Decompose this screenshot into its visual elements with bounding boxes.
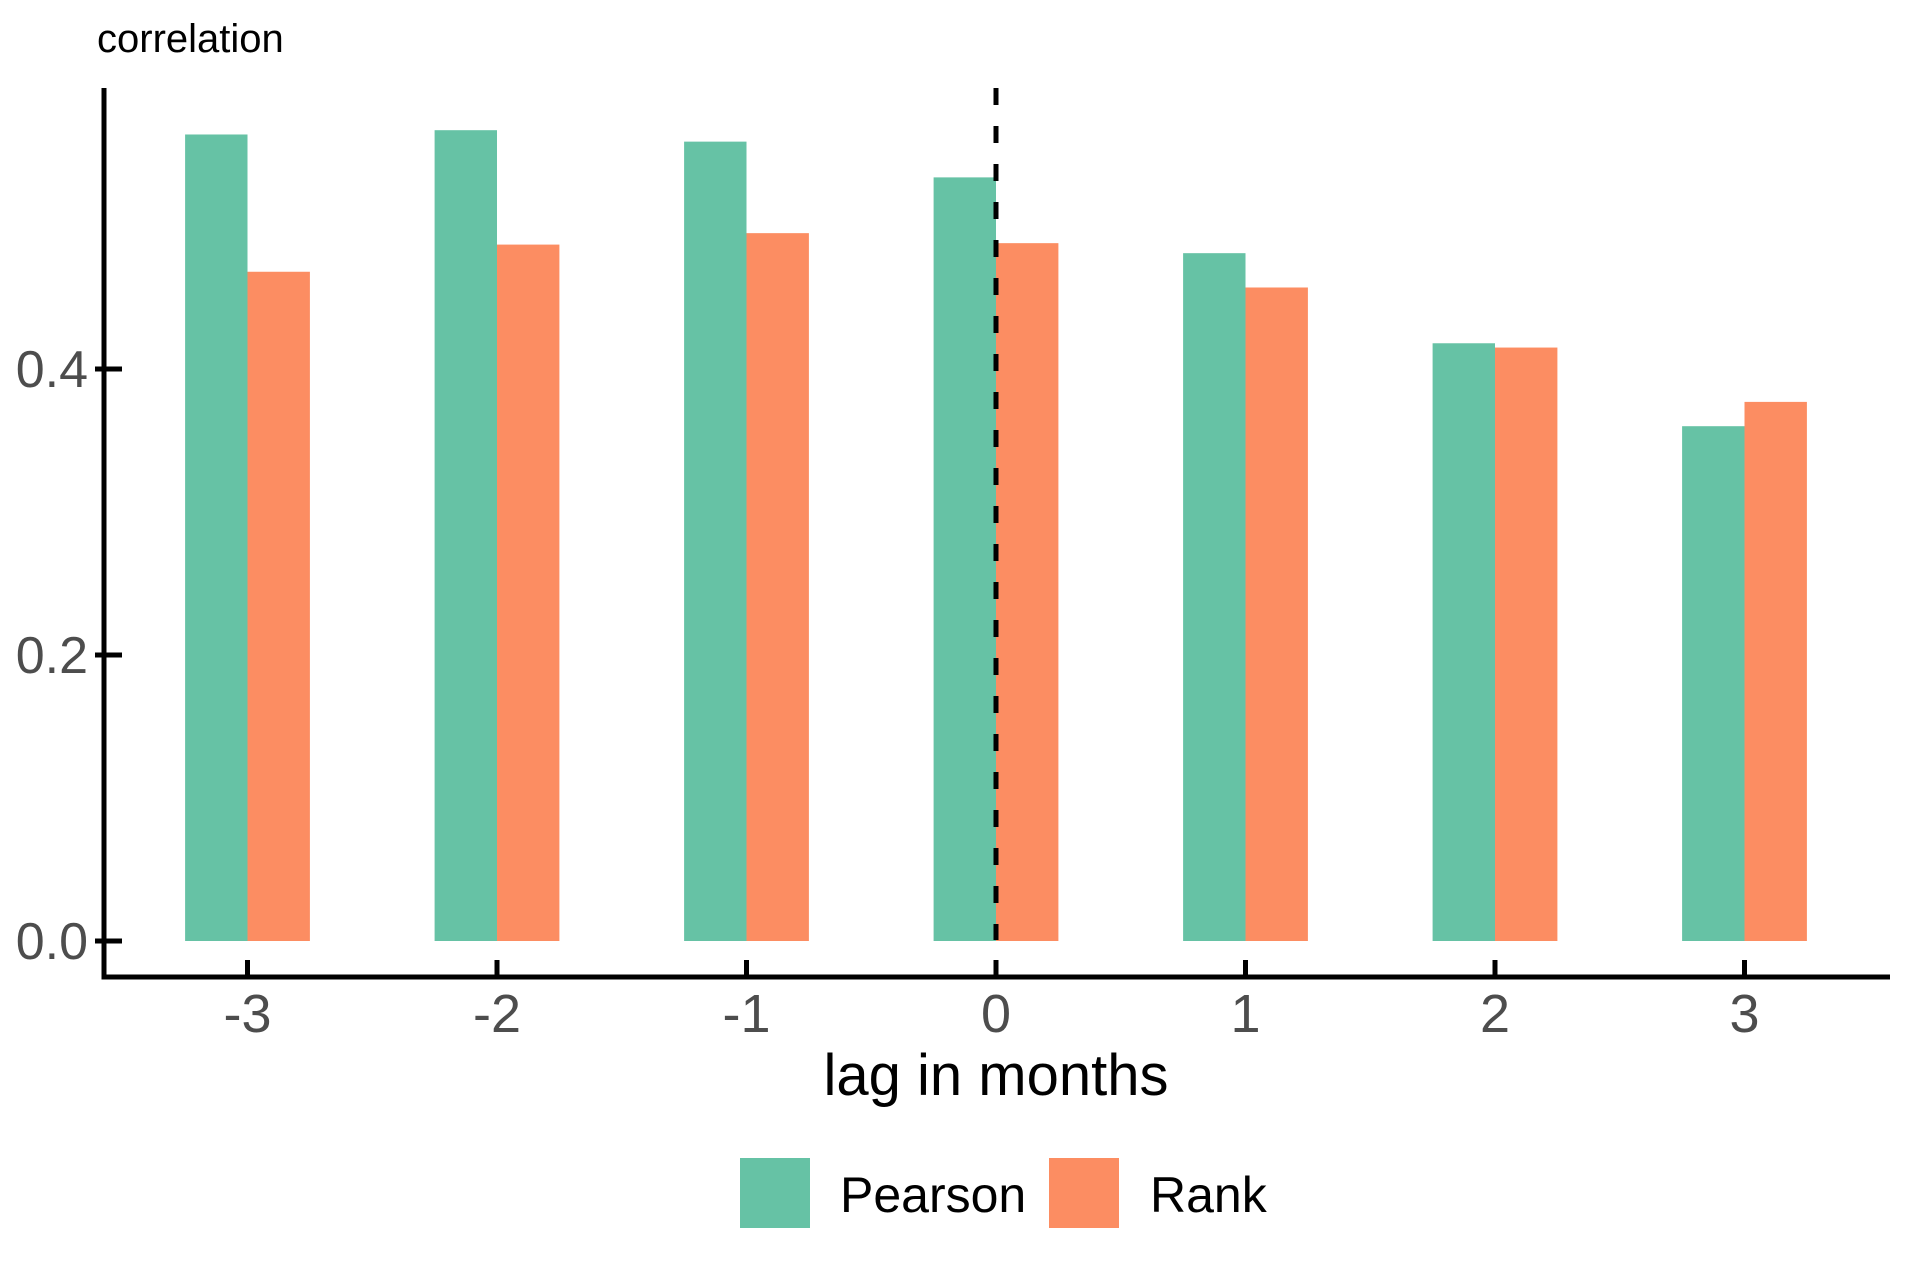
y-tick-label: 0.0 [16,913,88,971]
bar-pearson-lag-0 [933,177,996,941]
y-tick-label: 0.4 [16,341,88,399]
bar-rank-lag--3 [247,271,310,941]
legend-swatch-pearson [740,1158,810,1228]
legend-swatch-rank [1049,1158,1119,1228]
y-tick-label: 0.2 [16,627,88,685]
bar-pearson-lag-2 [1432,343,1495,941]
bar-pearson-lag--1 [684,141,747,941]
x-tick-label: 0 [981,984,1011,1044]
bar-pearson-lag-3 [1682,426,1745,941]
x-tick-label: -3 [223,984,271,1044]
x-tick-label: 1 [1230,984,1260,1044]
x-tick-label: -1 [722,984,770,1044]
bar-pearson-lag--2 [434,130,497,941]
x-tick-label: 3 [1729,984,1759,1044]
bar-rank-lag-3 [1744,401,1807,941]
bar-rank-lag--1 [746,233,809,941]
bar-rank-lag-1 [1245,287,1308,941]
bar-rank-lag-0 [996,243,1059,941]
bar-rank-lag--2 [497,244,560,942]
bar-rank-lag-2 [1495,347,1558,941]
x-tick-label: -2 [473,984,521,1044]
bar-pearson-lag--3 [185,134,248,942]
bars-group [185,130,1807,942]
legend-label-pearson: Pearson [840,1167,1026,1223]
x-tick-label: 2 [1480,984,1510,1044]
bar-pearson-lag-1 [1183,253,1246,942]
x-axis-title: lag in months [824,1043,1169,1108]
legend: Pearson Rank [740,1158,1268,1228]
y-axis-ticks: 0.0 0.2 0.4 [16,341,122,971]
legend-label-rank: Rank [1150,1167,1268,1223]
chart-title: correlation [97,17,284,61]
x-axis-ticks: -3 -2 -1 0 1 2 3 [223,960,1760,1044]
